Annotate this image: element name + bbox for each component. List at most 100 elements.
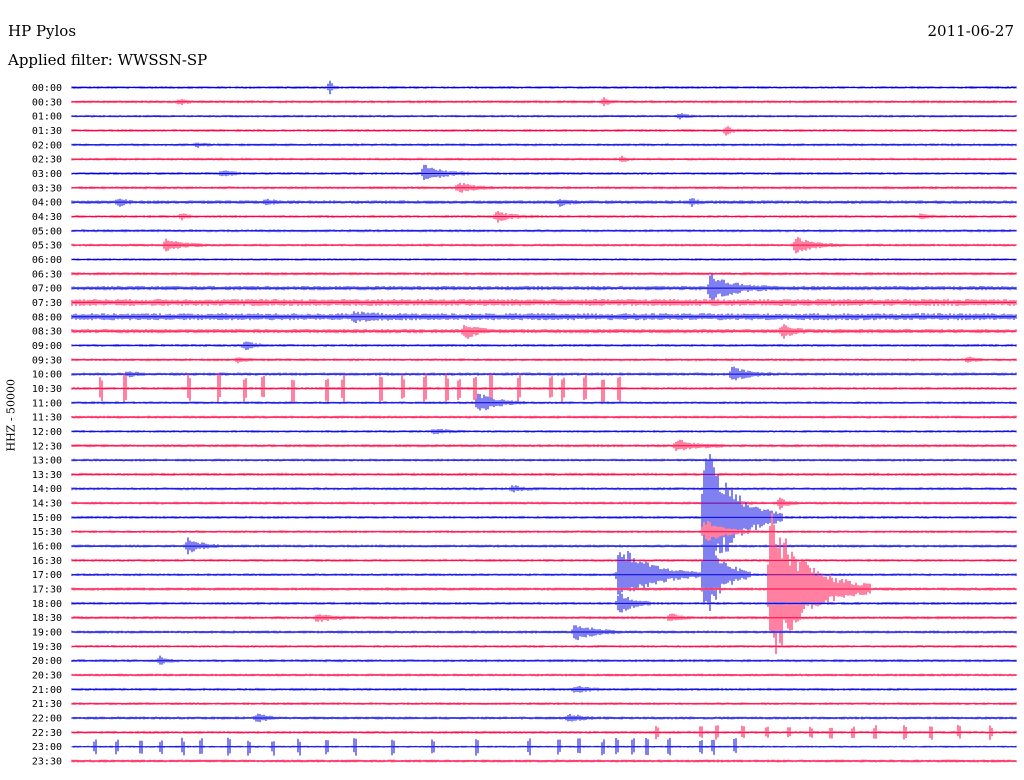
time-tick-0900: 09:00: [32, 341, 62, 352]
time-tick-1330: 13:30: [32, 470, 62, 481]
time-tick-0630: 06:30: [32, 269, 62, 280]
time-tick-2300: 23:00: [32, 742, 62, 753]
time-tick-0000: 00:00: [32, 83, 62, 94]
time-tick-0930: 09:30: [32, 355, 62, 366]
trace-0330: [71, 182, 1017, 193]
trace-1930: [71, 645, 1017, 648]
trace-1030: [71, 372, 1017, 404]
trace-0700: [71, 273, 1017, 302]
trace-2000: [71, 655, 1017, 665]
trace-1330: [71, 472, 1017, 476]
trace-2130: [71, 702, 1017, 706]
time-tick-0400: 04:00: [32, 198, 62, 209]
trace-1300: [71, 458, 1017, 462]
trace-1530: [71, 521, 1017, 541]
trace-1200: [71, 428, 1017, 435]
trace-0430: [71, 211, 1017, 223]
time-tick-labels: 00:00 00:30 01:00 01:30 02:00 02:30 03:00 03:30…: [32, 83, 62, 768]
trace-2300: [71, 737, 1017, 756]
trace-0530: [71, 237, 1017, 254]
time-tick-2230: 22:30: [32, 728, 62, 739]
trace-0800: [71, 311, 1017, 323]
trace-0130: [71, 126, 1017, 136]
time-tick-1730: 17:30: [32, 585, 62, 596]
time-tick-2100: 21:00: [32, 685, 62, 696]
time-tick-1930: 19:30: [32, 642, 62, 653]
time-tick-1030: 10:30: [32, 384, 62, 395]
trace-1730: [71, 513, 1017, 655]
time-tick-1230: 12:30: [32, 441, 62, 452]
time-tick-1600: 16:00: [32, 542, 62, 553]
time-tick-0230: 02:30: [32, 155, 62, 166]
trace-2230: [71, 724, 1017, 740]
trace-1800: [71, 593, 1017, 613]
trace-0900: [71, 341, 1017, 350]
time-tick-2000: 20:00: [32, 656, 62, 667]
trace-0630: [71, 272, 1017, 276]
trace-0230: [71, 155, 1017, 162]
time-tick-0830: 08:30: [32, 327, 62, 338]
time-tick-1000: 10:00: [32, 370, 62, 381]
time-tick-2030: 20:30: [32, 671, 62, 682]
trace-0400: [71, 198, 1017, 207]
trace-0500: [71, 229, 1017, 233]
time-tick-1400: 14:00: [32, 484, 62, 495]
time-tick-0430: 04:30: [32, 212, 62, 223]
seismic-traces: [71, 80, 1017, 763]
time-tick-1530: 15:30: [32, 527, 62, 538]
time-tick-1430: 14:30: [32, 499, 62, 510]
time-tick-1630: 16:30: [32, 556, 62, 567]
time-tick-2130: 21:30: [32, 699, 62, 710]
time-tick-1900: 19:00: [32, 628, 62, 639]
trace-0030: [71, 97, 1017, 107]
time-tick-2330: 23:30: [32, 757, 62, 768]
time-tick-0030: 00:30: [32, 97, 62, 108]
trace-2100: [71, 686, 1017, 693]
time-tick-0600: 06:00: [32, 255, 62, 266]
time-tick-0500: 05:00: [32, 226, 62, 237]
time-tick-0200: 02:00: [32, 140, 62, 151]
time-tick-0530: 05:30: [32, 241, 62, 252]
trace-0730: [71, 299, 1017, 306]
trace-2330: [71, 759, 1017, 763]
date-title: 2011-06-27: [927, 22, 1014, 40]
trace-1100: [71, 393, 1017, 411]
time-tick-1300: 13:00: [32, 456, 62, 467]
trace-1430: [71, 497, 1017, 510]
trace-0930: [71, 356, 1017, 364]
time-tick-0730: 07:30: [32, 298, 62, 309]
time-tick-1130: 11:30: [32, 413, 62, 424]
time-tick-1100: 11:00: [32, 398, 62, 409]
time-tick-0330: 03:30: [32, 183, 62, 194]
trace-1230: [71, 439, 1017, 451]
trace-2200: [71, 713, 1017, 723]
time-tick-1200: 12:00: [32, 427, 62, 438]
time-tick-2200: 22:00: [32, 714, 62, 725]
time-tick-1700: 17:00: [32, 570, 62, 581]
trace-1130: [71, 415, 1017, 419]
trace-1900: [71, 625, 1017, 641]
trace-1830: [71, 613, 1017, 622]
trace-0830: [71, 324, 1017, 339]
time-tick-0700: 07:00: [32, 284, 62, 295]
station-title: HP Pylos: [8, 22, 77, 40]
trace-1000: [71, 366, 1017, 381]
time-tick-1500: 15:00: [32, 513, 62, 524]
time-tick-1800: 18:00: [32, 599, 62, 610]
trace-2030: [71, 673, 1017, 677]
trace-1400: [71, 485, 1017, 493]
trace-1630: [71, 558, 1017, 562]
time-tick-0300: 03:00: [32, 169, 62, 180]
trace-1600: [71, 537, 1017, 555]
time-tick-0130: 01:30: [32, 126, 62, 137]
time-tick-0100: 01:00: [32, 112, 62, 123]
trace-0600: [71, 258, 1017, 261]
time-tick-1830: 18:30: [32, 613, 62, 624]
trace-0200: [71, 142, 1017, 148]
trace-0100: [71, 113, 1017, 120]
filter-subtitle: Applied filter: WWSSN-SP: [8, 51, 208, 69]
time-tick-0800: 08:00: [32, 312, 62, 323]
trace-0300: [71, 164, 1017, 180]
